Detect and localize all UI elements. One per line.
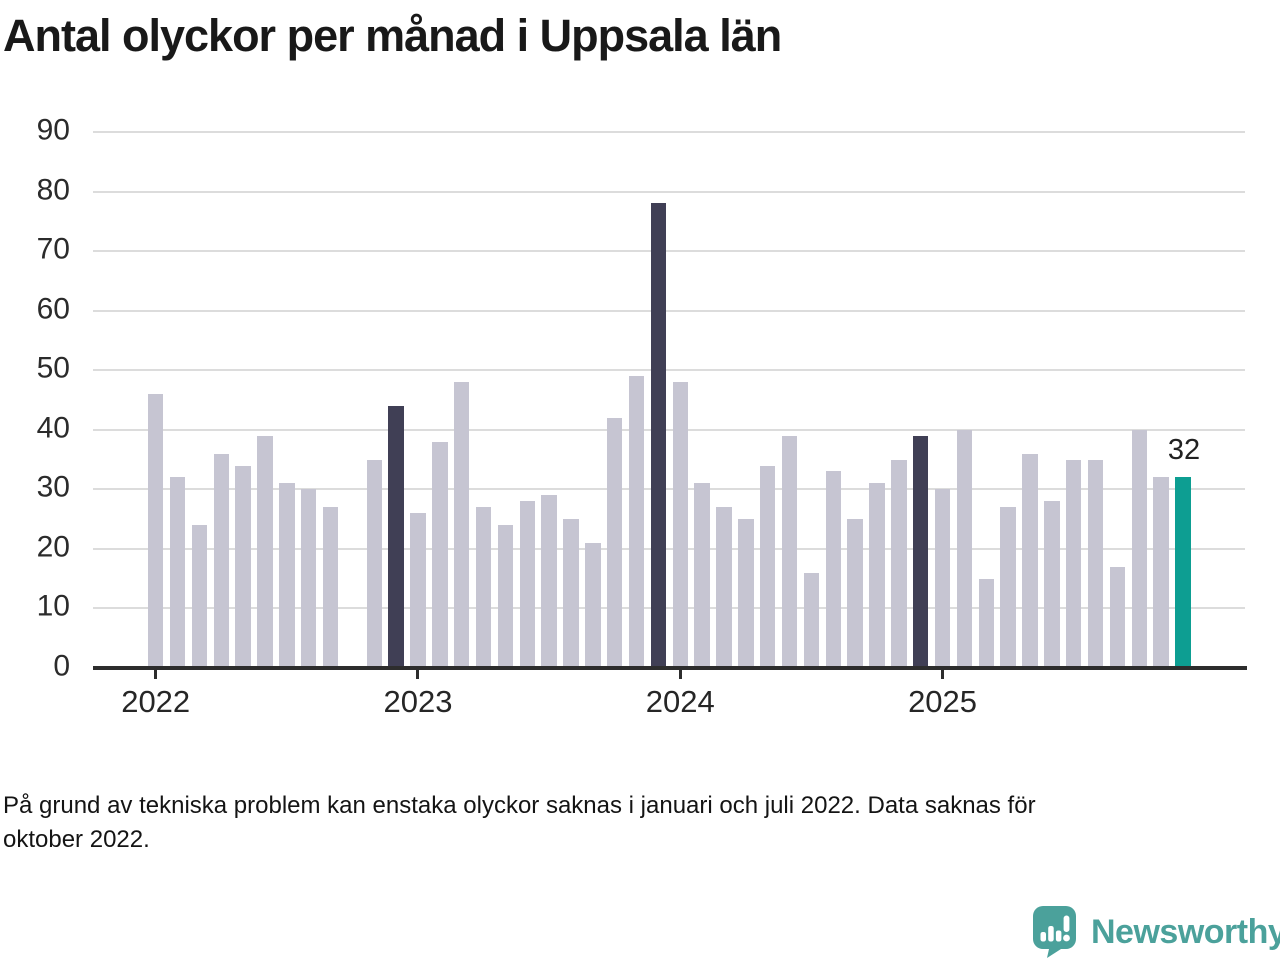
- bar-2025-09: [1109, 566, 1126, 668]
- x-axis-tick-2022: [154, 670, 158, 679]
- bar-2023-03: [453, 382, 470, 668]
- bar-2024-12: [912, 435, 929, 668]
- bar-2023-10: [606, 417, 623, 668]
- gridline-20: [93, 547, 1245, 550]
- bar-2023-12: [650, 203, 667, 668]
- y-axis-label-30: 30: [36, 470, 70, 504]
- bar-2025-04: [1000, 507, 1016, 668]
- latest-value-label: 32: [1167, 434, 1201, 466]
- bar-2025-11: [1153, 477, 1169, 668]
- x-axis-line: [93, 666, 1247, 670]
- y-axis-label-0: 0: [53, 649, 70, 683]
- bar-2025-03: [978, 578, 994, 668]
- newsworthy-logo: Newsworthy: [1031, 905, 1280, 959]
- bar-2025-02: [956, 429, 973, 668]
- bar-2022-08: [300, 489, 317, 668]
- bar-2025-07: [1065, 459, 1082, 668]
- y-axis-label-90: 90: [36, 113, 70, 147]
- bar-2023-04: [475, 507, 492, 668]
- bar-2025-06: [1044, 501, 1060, 668]
- bar-2023-06: [519, 501, 535, 668]
- x-axis-label-2025: 2025: [908, 684, 978, 719]
- bar-2022-05: [235, 465, 251, 668]
- bar-2022-04: [213, 453, 229, 668]
- newsworthy-logo-icon: [1033, 906, 1076, 958]
- footnote-line-1: På grund av tekniska problem kan enstaka…: [3, 792, 1036, 819]
- bar-2022-06: [257, 435, 273, 668]
- bar-2022-03: [191, 525, 208, 668]
- bar-2022-02: [169, 477, 186, 668]
- bar-2023-09: [585, 542, 601, 668]
- bar-2025-10: [1131, 429, 1147, 668]
- gridline-50: [93, 369, 1245, 372]
- newsworthy-logo-text: Newsworthy: [1091, 912, 1280, 951]
- x-axis-tick-2023: [416, 670, 420, 679]
- bar-2022-09: [322, 507, 339, 668]
- bar-2023-07: [541, 495, 557, 668]
- bar-2025-05: [1022, 453, 1038, 668]
- y-axis-label-70: 70: [36, 232, 70, 266]
- bar-2023-08: [563, 519, 579, 668]
- x-axis-tick-2024: [678, 670, 682, 679]
- y-axis-label-20: 20: [36, 530, 70, 564]
- bar-2024-02: [694, 483, 710, 668]
- gridline-90: [93, 131, 1245, 133]
- y-axis-label-40: 40: [36, 411, 70, 445]
- bar-2023-05: [497, 525, 514, 668]
- gridline-70: [93, 250, 1245, 253]
- bar-2025-01: [934, 489, 951, 668]
- bar-2024-10: [869, 483, 885, 668]
- gridline-60: [93, 309, 1245, 312]
- gridline-40: [93, 428, 1245, 431]
- bar-chart-plot-area: [93, 131, 1245, 668]
- y-axis-label-10: 10: [36, 590, 70, 624]
- x-axis-label-2023: 2023: [383, 684, 453, 719]
- bar-2023-01: [410, 513, 426, 668]
- bar-2024-01: [672, 382, 688, 668]
- bar-2024-09: [847, 519, 863, 668]
- bar-2022-11: [366, 459, 382, 668]
- bar-2023-02: [432, 441, 448, 668]
- bar-2025-12: [1175, 477, 1191, 668]
- gridline-30: [93, 488, 1245, 491]
- bar-2025-08: [1087, 459, 1104, 668]
- x-axis-tick-2025: [941, 670, 945, 679]
- bar-2022-01: [148, 394, 164, 668]
- bar-2024-03: [716, 507, 732, 668]
- y-axis-label-80: 80: [36, 173, 70, 207]
- bar-2024-05: [759, 465, 776, 668]
- bar-2023-11: [628, 376, 645, 668]
- bar-2024-08: [825, 471, 841, 668]
- bar-2024-06: [781, 435, 798, 668]
- x-axis-label-2022: 2022: [121, 684, 191, 719]
- y-axis-label-60: 60: [36, 292, 70, 326]
- x-axis-label-2024: 2024: [645, 684, 715, 719]
- bar-2024-11: [891, 459, 907, 668]
- bar-2022-12: [388, 405, 404, 668]
- y-axis-label-50: 50: [36, 351, 70, 385]
- gridline-80: [93, 190, 1245, 193]
- bar-2024-07: [803, 572, 820, 668]
- footnote-line-2: oktober 2022.: [3, 826, 150, 853]
- chart-title: Antal olyckor per månad i Uppsala län: [3, 10, 782, 61]
- gridline-10: [93, 607, 1245, 610]
- footnote: På grund av tekniska problem kan enstaka…: [3, 789, 1036, 857]
- bar-2024-04: [738, 519, 754, 668]
- bar-2022-07: [279, 483, 295, 668]
